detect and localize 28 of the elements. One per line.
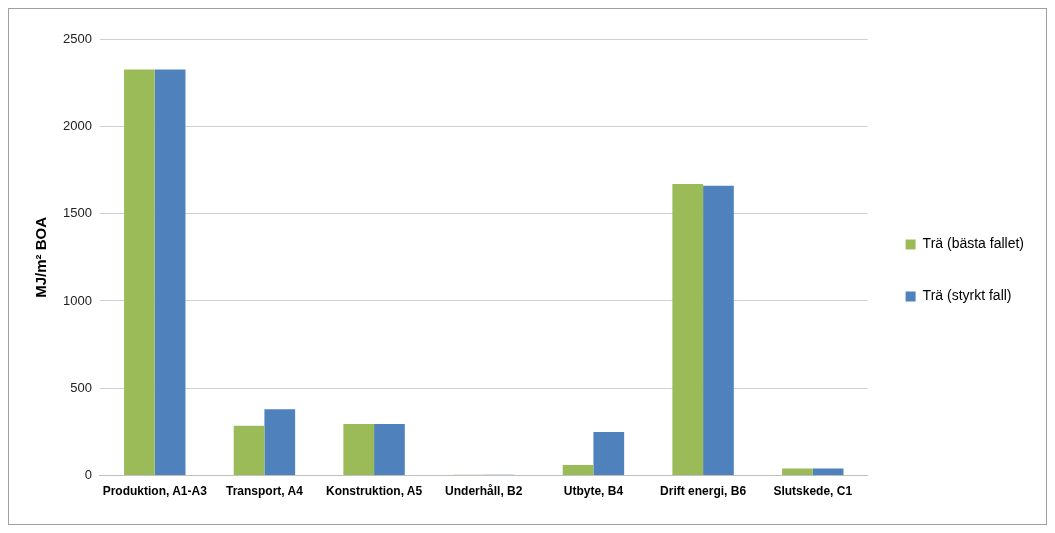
x-tick-label: Slutskede, C1 — [773, 484, 853, 499]
bar — [562, 465, 594, 476]
y-axis-title: MJ/m² BOA — [32, 216, 50, 298]
bar — [593, 431, 625, 476]
legend-label: Trä (styrkt fall) — [922, 287, 1012, 304]
bar — [374, 424, 405, 476]
y-tick-label: 500 — [70, 379, 92, 395]
legend-label: Trä (bästa fallet) — [922, 235, 1024, 252]
bar — [703, 185, 734, 476]
y-tick-label: 1000 — [63, 292, 92, 308]
x-tick-label: Produktion, A1-A3 — [102, 484, 208, 499]
y-tick-label: 1500 — [63, 205, 92, 221]
y-tick-label: 2000 — [63, 117, 92, 133]
x-tick-label: Utbyte, B4 — [563, 484, 624, 499]
bar — [154, 69, 186, 476]
bar — [782, 468, 813, 476]
bar — [812, 468, 844, 476]
bar — [672, 183, 704, 476]
bar — [124, 69, 155, 476]
bar — [233, 425, 265, 476]
x-tick-label: Transport, A4 — [225, 484, 304, 499]
x-tick-label: Drift energi, B6 — [660, 484, 747, 499]
y-tick-label: 0 — [84, 467, 92, 483]
bar — [343, 424, 375, 476]
x-tick-label: Underhåll, B2 — [445, 484, 523, 499]
bar — [264, 409, 296, 476]
x-tick-label: Konstruktion, A5 — [325, 484, 423, 499]
y-tick-label: 2500 — [63, 30, 92, 46]
